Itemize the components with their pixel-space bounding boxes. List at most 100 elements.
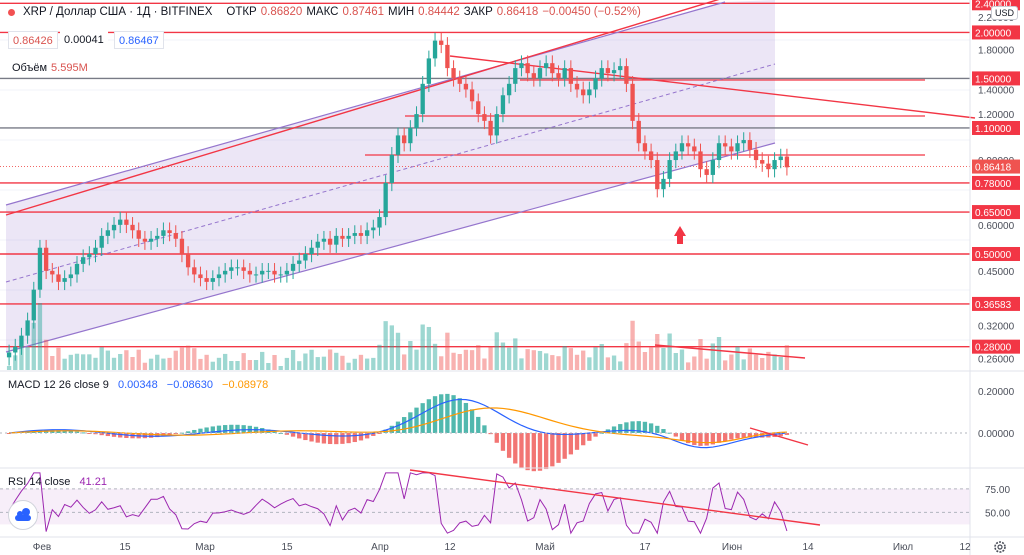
candle[interactable] — [426, 50, 432, 93]
candle[interactable] — [309, 239, 314, 263]
rsi-divergence-line[interactable] — [409, 469, 821, 526]
candle[interactable] — [753, 141, 759, 169]
candle[interactable] — [648, 143, 654, 169]
candle[interactable] — [19, 327, 24, 355]
candle[interactable] — [537, 60, 543, 87]
candle[interactable] — [87, 246, 92, 266]
macd-label[interactable]: MACD 12 26 close 9 — [8, 379, 109, 391]
candle[interactable] — [241, 259, 246, 280]
candle[interactable] — [155, 228, 160, 247]
trend-line-down-red[interactable] — [449, 55, 976, 119]
candle[interactable] — [377, 209, 382, 236]
candle[interactable] — [74, 256, 80, 283]
candle[interactable] — [210, 270, 215, 291]
candle[interactable] — [685, 135, 691, 155]
macd-signal-line[interactable] — [9, 407, 787, 444]
candle[interactable] — [62, 270, 67, 291]
candle[interactable] — [6, 344, 12, 366]
candle[interactable] — [642, 135, 648, 160]
candle[interactable] — [710, 152, 715, 184]
candle[interactable] — [340, 228, 345, 247]
candle[interactable] — [395, 127, 401, 164]
candle[interactable] — [290, 256, 296, 280]
candle[interactable] — [216, 266, 222, 287]
candle[interactable] — [655, 152, 660, 198]
candle[interactable] — [716, 135, 722, 169]
up-arrow[interactable] — [674, 226, 686, 244]
candle[interactable] — [784, 148, 790, 176]
candle[interactable] — [142, 230, 148, 250]
macd-divergence-line[interactable] — [749, 427, 809, 446]
candle[interactable] — [118, 211, 123, 234]
candle[interactable] — [272, 263, 277, 283]
channel-lower-line[interactable] — [5, 142, 776, 353]
candle[interactable] — [778, 148, 783, 169]
candle[interactable] — [543, 55, 549, 77]
candle[interactable] — [198, 266, 203, 287]
candle[interactable] — [760, 152, 765, 172]
candle[interactable] — [624, 58, 629, 93]
candle[interactable] — [13, 338, 18, 361]
candle[interactable] — [346, 228, 351, 247]
candle[interactable] — [432, 32, 438, 67]
candle[interactable] — [111, 217, 117, 239]
candle[interactable] — [414, 106, 419, 137]
candle[interactable] — [531, 65, 536, 87]
candle[interactable] — [192, 259, 197, 283]
candle[interactable] — [735, 135, 740, 160]
candle[interactable] — [260, 263, 265, 283]
candle[interactable] — [469, 81, 475, 110]
candle[interactable] — [618, 58, 623, 79]
candle[interactable] — [581, 81, 586, 104]
candle[interactable] — [130, 217, 135, 239]
candle[interactable] — [574, 76, 580, 98]
candle[interactable] — [488, 113, 493, 144]
candle[interactable] — [766, 155, 771, 178]
candle[interactable] — [747, 132, 753, 158]
candle[interactable] — [99, 228, 104, 256]
candle[interactable] — [525, 55, 530, 82]
candle[interactable] — [161, 222, 166, 245]
candle[interactable] — [562, 60, 567, 87]
candle[interactable] — [476, 93, 481, 123]
candle[interactable] — [167, 222, 172, 242]
candle[interactable] — [315, 233, 320, 256]
candle[interactable] — [494, 106, 499, 144]
candle[interactable] — [284, 263, 290, 283]
candle[interactable] — [636, 113, 641, 152]
candle[interactable] — [358, 225, 364, 245]
candle[interactable] — [698, 143, 703, 178]
bid-box[interactable]: 0.86426 — [8, 31, 58, 49]
candle[interactable] — [605, 60, 611, 82]
candle[interactable] — [37, 239, 43, 298]
candle[interactable] — [136, 222, 141, 247]
candle[interactable] — [303, 246, 308, 269]
candle[interactable] — [278, 266, 283, 283]
candle[interactable] — [463, 76, 469, 98]
candle[interactable] — [321, 230, 327, 250]
candle[interactable] — [235, 259, 240, 276]
candle[interactable] — [630, 76, 635, 130]
candle[interactable] — [364, 222, 370, 245]
candle[interactable] — [402, 127, 407, 152]
candle[interactable] — [704, 161, 709, 184]
candle[interactable] — [513, 60, 518, 93]
candle[interactable] — [451, 60, 456, 87]
candle[interactable] — [81, 249, 86, 273]
candle[interactable] — [148, 230, 154, 250]
symbol-title[interactable]: XRP / Доллар США · 1Д · BITFINEX — [23, 6, 213, 18]
candle[interactable] — [506, 76, 512, 104]
candle[interactable] — [68, 266, 73, 287]
trend-line-upper-red[interactable] — [5, 0, 750, 216]
candle[interactable] — [389, 147, 394, 192]
candle[interactable] — [500, 87, 506, 123]
candle[interactable] — [445, 37, 450, 77]
candle[interactable] — [692, 138, 697, 160]
candle[interactable] — [723, 135, 728, 155]
candle[interactable] — [667, 152, 672, 188]
candle[interactable] — [482, 106, 487, 130]
candle[interactable] — [297, 252, 302, 273]
candle[interactable] — [457, 70, 462, 93]
candle[interactable] — [173, 225, 178, 247]
